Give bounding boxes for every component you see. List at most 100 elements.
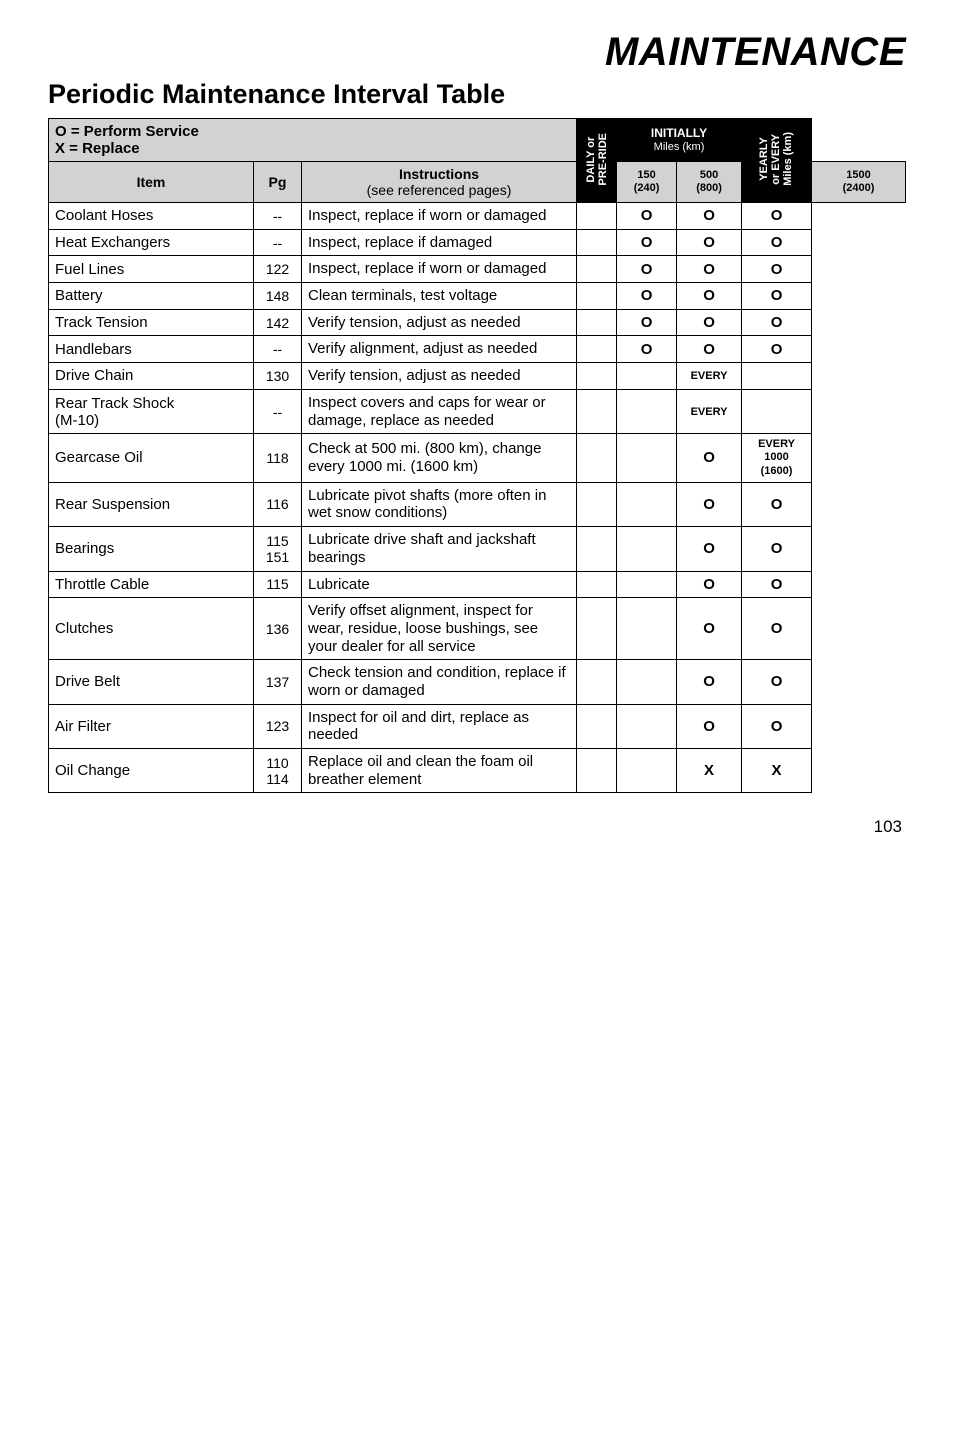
table-row: Battery148Clean terminals, test voltageO… xyxy=(49,283,906,310)
cell-instructions: Inspect, replace if worn or damaged xyxy=(302,203,577,230)
table-row: Rear Suspension116Lubricate pivot shafts… xyxy=(49,482,906,526)
section-title: Periodic Maintenance Interval Table xyxy=(48,79,906,110)
table-body: Coolant Hoses--Inspect, replace if worn … xyxy=(49,203,906,793)
cell-item: Throttle Cable xyxy=(49,571,254,598)
cell-1500: O xyxy=(742,203,812,230)
header-150-l2: (240) xyxy=(623,182,670,195)
cell-daily xyxy=(577,598,617,660)
cell-instructions: Inspect, replace if damaged xyxy=(302,229,577,256)
cell-150: O xyxy=(617,256,677,283)
cell-1500 xyxy=(742,389,812,433)
cell-1500: O xyxy=(742,704,812,748)
table-row: Gearcase Oil118Check at 500 mi. (800 km)… xyxy=(49,434,906,483)
cell-1500: O xyxy=(742,256,812,283)
cell-500: O xyxy=(677,571,742,598)
cell-pg: 136 xyxy=(254,598,302,660)
cell-instructions: Verify tension, adjust as needed xyxy=(302,309,577,336)
cell-1500 xyxy=(742,363,812,390)
cell-daily xyxy=(577,256,617,283)
cell-instructions: Check at 500 mi. (800 km), change every … xyxy=(302,434,577,483)
header-daily: DAILY orPRE-RIDE xyxy=(577,119,617,203)
header-150: 150 (240) xyxy=(617,162,677,203)
cell-150 xyxy=(617,704,677,748)
cell-instructions: Inspect, replace if worn or damaged xyxy=(302,256,577,283)
table-row: Throttle Cable115LubricateOO xyxy=(49,571,906,598)
cell-pg: -- xyxy=(254,229,302,256)
table-row: Track Tension142Verify tension, adjust a… xyxy=(49,309,906,336)
cell-150 xyxy=(617,527,677,571)
cell-daily xyxy=(577,283,617,310)
header-500: 500 (800) xyxy=(677,162,742,203)
cell-500: O xyxy=(677,704,742,748)
cell-500: O xyxy=(677,598,742,660)
cell-500: O xyxy=(677,229,742,256)
cell-daily xyxy=(577,336,617,363)
cell-500: EVERY xyxy=(677,363,742,390)
cell-150: O xyxy=(617,229,677,256)
page-title: MAINTENANCE xyxy=(48,30,906,75)
header-daily-text: DAILY orPRE-RIDE xyxy=(585,133,609,186)
table-row: Bearings115151Lubricate drive shaft and … xyxy=(49,527,906,571)
cell-item: Coolant Hoses xyxy=(49,203,254,230)
cell-item: Clutches xyxy=(49,598,254,660)
table-row: Air Filter123Inspect for oil and dirt, r… xyxy=(49,704,906,748)
header-initially-label: INITIALLY xyxy=(623,126,735,141)
cell-500: O xyxy=(677,336,742,363)
maintenance-table: O = Perform Service X = Replace DAILY or… xyxy=(48,118,906,793)
cell-1500: EVERY1000(1600) xyxy=(742,434,812,483)
cell-pg: 115151 xyxy=(254,527,302,571)
cell-item: Battery xyxy=(49,283,254,310)
cell-150 xyxy=(617,434,677,483)
cell-150 xyxy=(617,389,677,433)
cell-daily xyxy=(577,527,617,571)
cell-daily xyxy=(577,749,617,793)
cell-pg: 142 xyxy=(254,309,302,336)
cell-item: Heat Exchangers xyxy=(49,229,254,256)
cell-150 xyxy=(617,660,677,704)
cell-item: Fuel Lines xyxy=(49,256,254,283)
table-row: Drive Chain130Verify tension, adjust as … xyxy=(49,363,906,390)
cell-item: Gearcase Oil xyxy=(49,434,254,483)
cell-daily xyxy=(577,203,617,230)
header-initially: INITIALLY Miles (km) xyxy=(617,119,742,162)
cell-item: Handlebars xyxy=(49,336,254,363)
cell-500: X xyxy=(677,749,742,793)
cell-1500: O xyxy=(742,482,812,526)
table-row: Rear Track Shock(M-10)--Inspect covers a… xyxy=(49,389,906,433)
cell-item: Drive Chain xyxy=(49,363,254,390)
cell-1500: O xyxy=(742,309,812,336)
cell-500: O xyxy=(677,256,742,283)
cell-item: Rear Suspension xyxy=(49,482,254,526)
header-1500: 1500 (2400) xyxy=(812,162,906,203)
cell-item: Air Filter xyxy=(49,704,254,748)
header-500-l2: (800) xyxy=(683,182,735,195)
cell-pg: -- xyxy=(254,336,302,363)
header-instructions-l2: (see referenced pages) xyxy=(308,182,570,198)
cell-500: O xyxy=(677,309,742,336)
cell-150: O xyxy=(617,283,677,310)
cell-instructions: Verify alignment, adjust as needed xyxy=(302,336,577,363)
cell-1500: O xyxy=(742,283,812,310)
cell-150 xyxy=(617,571,677,598)
header-1500-l2: (2400) xyxy=(818,182,899,195)
cell-pg: 116 xyxy=(254,482,302,526)
cell-pg: 137 xyxy=(254,660,302,704)
cell-500: EVERY xyxy=(677,389,742,433)
header-1500-l1: 1500 xyxy=(818,169,899,182)
cell-item: Track Tension xyxy=(49,309,254,336)
cell-150: O xyxy=(617,203,677,230)
cell-150: O xyxy=(617,336,677,363)
header-pg: Pg xyxy=(254,162,302,203)
cell-instructions: Lubricate drive shaft and jackshaft bear… xyxy=(302,527,577,571)
page-number: 103 xyxy=(48,817,906,837)
cell-item: Rear Track Shock(M-10) xyxy=(49,389,254,433)
cell-500: O xyxy=(677,527,742,571)
table-row: Fuel Lines122Inspect, replace if worn or… xyxy=(49,256,906,283)
header-item: Item xyxy=(49,162,254,203)
cell-item: Drive Belt xyxy=(49,660,254,704)
header-instructions: Instructions (see referenced pages) xyxy=(302,162,577,203)
cell-daily xyxy=(577,229,617,256)
cell-daily xyxy=(577,363,617,390)
cell-instructions: Inspect covers and caps for wear or dama… xyxy=(302,389,577,433)
table-row: Drive Belt137Check tension and condition… xyxy=(49,660,906,704)
